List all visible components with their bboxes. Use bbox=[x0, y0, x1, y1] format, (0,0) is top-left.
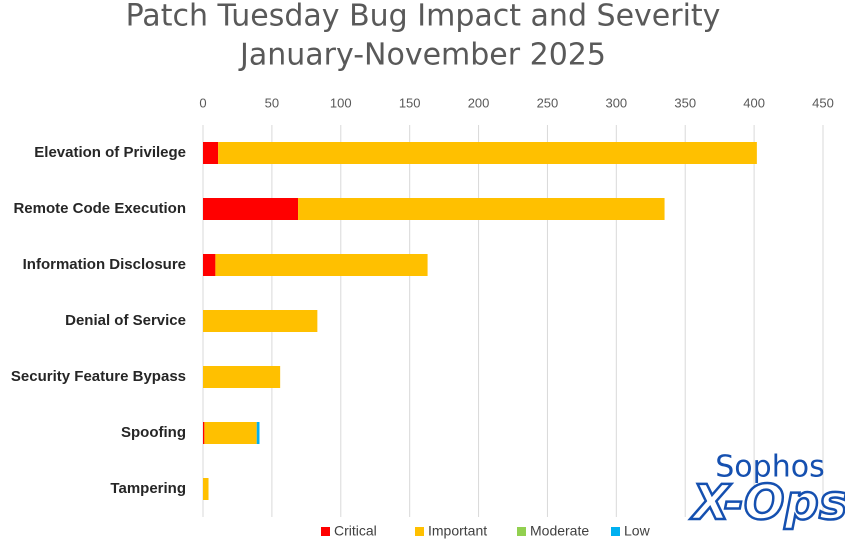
legend-swatch bbox=[611, 527, 620, 536]
bar-segment bbox=[203, 142, 219, 164]
x-tick-label: 300 bbox=[605, 95, 627, 110]
logo-bottom: X-Ops bbox=[690, 475, 845, 531]
bar-segment bbox=[203, 478, 209, 500]
logo-top: Sophos bbox=[715, 450, 824, 485]
category-label: Spoofing bbox=[121, 424, 186, 441]
category-label: Remote Code Execution bbox=[13, 200, 186, 217]
category-label: Security Feature Bypass bbox=[11, 368, 186, 385]
x-tick-label: 350 bbox=[674, 95, 696, 110]
category-label: Elevation of Privilege bbox=[34, 144, 186, 161]
legend-label: Critical bbox=[334, 523, 377, 539]
x-tick-label: 0 bbox=[199, 95, 206, 110]
x-tick-label: 400 bbox=[743, 95, 765, 110]
category-label: Tampering bbox=[110, 480, 186, 497]
bar-segment bbox=[203, 366, 281, 388]
legend-label: Important bbox=[428, 523, 487, 539]
x-tick-label: 150 bbox=[399, 95, 421, 110]
legend-label: Low bbox=[624, 523, 651, 539]
bar-segment bbox=[298, 198, 665, 220]
legend-swatch bbox=[415, 527, 424, 536]
bar-segment bbox=[215, 254, 428, 276]
bar-segment bbox=[203, 422, 205, 444]
x-tick-label: 200 bbox=[468, 95, 490, 110]
x-tick-label: 450 bbox=[812, 95, 834, 110]
category-label: Information Disclosure bbox=[23, 256, 186, 273]
plot-area: 0 50 100 150 200 250 300 350 400 450 Elevation of … bbox=[11, 95, 834, 517]
bar-segment bbox=[203, 254, 216, 276]
bar-segment bbox=[204, 422, 257, 444]
legend-swatch bbox=[321, 527, 330, 536]
bar-segment bbox=[203, 198, 299, 220]
bar-segment bbox=[218, 142, 757, 164]
x-tick-label: 100 bbox=[330, 95, 352, 110]
chart-title: Patch Tuesday Bug Impact and Severity bbox=[126, 0, 721, 34]
x-tick-label: 250 bbox=[537, 95, 559, 110]
category-label: Denial of Service bbox=[65, 312, 186, 329]
x-tick-label: 50 bbox=[265, 95, 279, 110]
bar-segment bbox=[203, 310, 318, 332]
legend-swatch bbox=[517, 527, 526, 536]
chart-subtitle: January-November 2025 bbox=[238, 38, 606, 73]
legend-label: Moderate bbox=[530, 523, 589, 539]
bar-segment bbox=[256, 422, 260, 444]
